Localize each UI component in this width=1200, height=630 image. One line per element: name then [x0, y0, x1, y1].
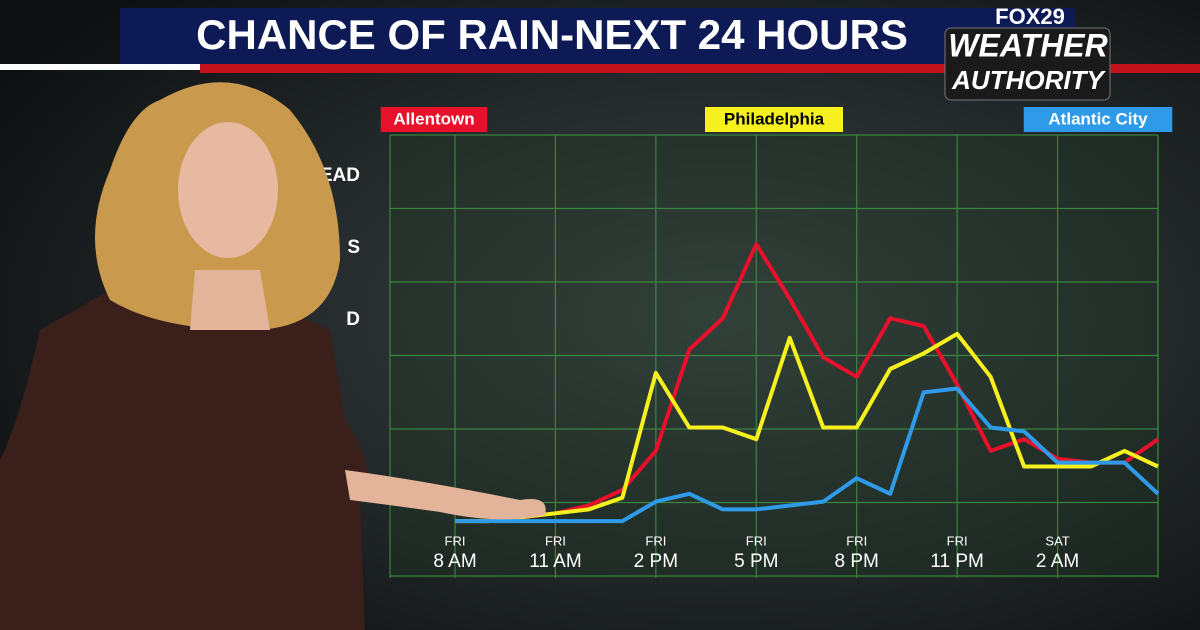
- logo-line1: WEATHER: [948, 27, 1107, 63]
- presenter: [0, 82, 546, 630]
- x-tick-label: 8 AM: [433, 551, 476, 572]
- lines: [455, 242, 1160, 524]
- legend-box: [705, 107, 843, 132]
- logo-line2: AUTHORITY: [951, 65, 1106, 95]
- x-tick-day: FRI: [645, 533, 666, 548]
- legend-box: [1023, 107, 1173, 132]
- x-tick-day: FRI: [947, 533, 968, 548]
- logo-box: [944, 27, 1111, 101]
- y-axis-label: EAD: [320, 165, 360, 186]
- x-tick-label: 11 AM: [529, 551, 581, 572]
- labels: 8 AM FRI 11 AM FRI 2 PM FRI 5 PM FRI 8 PM FRI 11 P…: [320, 107, 1173, 572]
- x-tick-day: FRI: [545, 533, 566, 548]
- presenter-arm: [345, 470, 546, 520]
- series-line: [455, 386, 1160, 524]
- y-axis-label: D: [346, 309, 360, 330]
- x-tick-label: 2 PM: [634, 551, 678, 572]
- banner-stripe: [200, 64, 1200, 73]
- chart-title: CHANCE OF RAIN-NEXT 24 HOURS: [196, 11, 908, 58]
- legend-label: Philadelphia: [724, 109, 825, 128]
- logo-station: FOX29: [995, 4, 1065, 29]
- title-banner: [120, 8, 1075, 64]
- presenter-dress: [0, 290, 368, 630]
- x-tick-label: 8 PM: [835, 551, 879, 572]
- legend-label: Allentown: [393, 109, 474, 128]
- presenter-face: [178, 122, 278, 258]
- x-tick-day: FRI: [846, 533, 867, 548]
- x-tick-label: 5 PM: [734, 551, 778, 572]
- x-tick-day: FRI: [445, 533, 466, 548]
- x-tick-day: SAT: [1045, 533, 1069, 548]
- x-tick-label: 11 PM: [930, 551, 984, 572]
- banner-stripe-white: [0, 64, 200, 70]
- y-axis-label: S: [347, 237, 360, 258]
- series-line: [455, 331, 1159, 524]
- x-tick-day: FRI: [746, 533, 767, 548]
- legend-label: Atlantic City: [1048, 109, 1148, 128]
- legend-box: [380, 107, 488, 132]
- x-tick-label: 2 AM: [1036, 551, 1079, 572]
- presenter-neck: [190, 270, 270, 330]
